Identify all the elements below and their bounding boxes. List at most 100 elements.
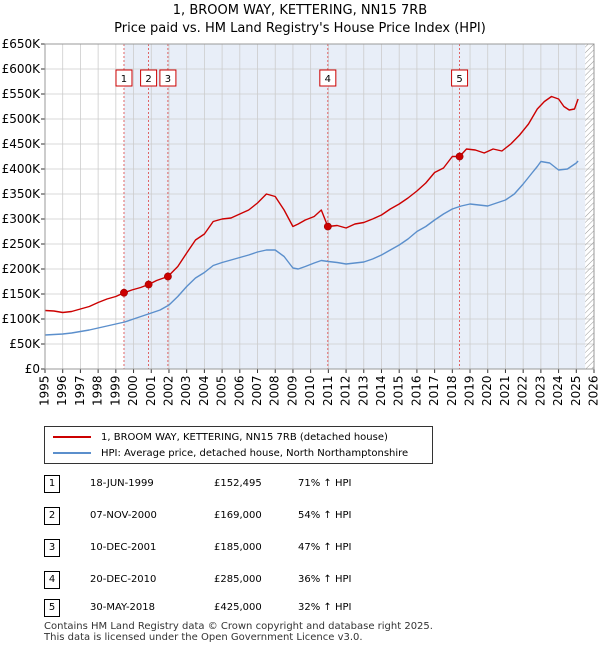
sale-hpi-change: 47% ↑ HPI [298,542,352,553]
chart-title: 1, BROOM WAY, KETTERING, NN15 7RB [172,3,428,18]
sale-date: 30-MAY-2018 [90,602,156,613]
sale-point [164,272,172,281]
footer-copyright: Contains HM Land Registry data © Crown c… [44,621,433,632]
sale-hpi-change: 54% ↑ HPI [298,510,352,521]
plot-border [44,43,595,370]
x-tick-label: 2020 [480,375,494,406]
sale-price: £152,495 [214,478,262,489]
x-tick-label: 2006 [232,375,246,406]
legend-label-hpi: HPI: Average price, detached house, Nort… [101,447,409,459]
y-tick-label: £200K [2,262,42,276]
y-tick-label: £650K [2,38,42,51]
axis-ticks: £0 £50K £100K £150K £200K £250K £300K £350K £400… [2,38,600,406]
sale-number: 5 [44,599,60,617]
sale-point [323,222,332,231]
x-tick-label: 1996 [55,375,69,406]
sale-hpi-change: 71% ↑ HPI [298,478,352,489]
y-tick-label: £400K [2,162,42,176]
sale-number: 4 [44,571,60,589]
x-tick-label: 2014 [374,375,388,406]
sale-row: 2 07-NOV-2000 £169,000 54% ↑ HPI [44,506,384,526]
sale-hpi-change: 36% ↑ HPI [298,574,352,585]
x-tick-label: 1999 [108,375,122,406]
y-tick-label: £300K [2,212,42,226]
sale-period-shade [123,44,586,369]
sale-marker-box [115,69,133,87]
sale-row: 3 10-DEC-2001 £185,000 47% ↑ HPI [44,538,384,558]
hpi-line [44,160,579,336]
x-tick-label: 2000 [126,375,140,406]
y-tick-label: £450K [2,137,42,151]
series [44,95,579,336]
y-tick-label: £350K [2,187,42,201]
legend-item-hpi: HPI: Average price, detached house, Nort… [53,445,408,461]
legend-swatch-hpi [53,452,91,454]
grid [44,43,595,370]
x-tick-label: 2018 [445,375,459,406]
x-tick-label: 2003 [179,375,193,406]
sale-marker-label: 4 [325,74,331,85]
sale-price: £185,000 [214,542,262,553]
sale-marker-label: 2 [145,74,151,85]
x-tick-label: 2001 [144,375,158,406]
price-chart: £0 £50K £100K £150K £200K £250K £300K £350K £400… [2,38,600,406]
sale-date: 07-NOV-2000 [90,510,157,521]
sale-date: 18-JUN-1999 [90,478,154,489]
future-hatch [585,44,594,369]
x-tick-label: 2021 [498,375,512,406]
sale-row: 4 20-DEC-2010 £285,000 36% ↑ HPI [44,570,384,590]
x-tick-label: 1995 [38,375,52,406]
x-tick-label: 2011 [321,375,335,406]
sale-price: £425,000 [214,602,262,613]
sale-number: 3 [44,539,60,557]
x-tick-label: 2017 [427,375,441,406]
y-tick-label: £250K [2,237,42,251]
x-tick-label: 2013 [356,375,370,406]
y-tick-label: £600K [2,62,42,76]
sale-price: £285,000 [214,574,262,585]
x-tick-label: 2004 [197,375,211,406]
sale-marker-box [159,69,177,87]
sale-marker-box [319,69,337,87]
chart-subtitle: Price paid vs. HM Land Registry's House … [114,21,486,36]
y-tick-label: £50K [9,337,41,351]
legend-swatch-property [53,436,91,438]
sale-date: 10-DEC-2001 [90,542,157,553]
x-tick-label: 1998 [91,375,105,406]
sale-hpi-change: 32% ↑ HPI [298,602,352,613]
y-tick-label: £550K [2,87,42,101]
sale-markers: 1 2 3 4 5 [115,69,469,297]
sale-price: £169,000 [214,510,262,521]
x-tick-label: 2025 [569,375,583,406]
sale-number: 1 [44,475,60,493]
x-tick-label: 2010 [303,375,317,406]
sale-marker-label: 5 [456,74,462,85]
sale-marker-label: 1 [121,74,127,85]
x-tick-label: 1997 [73,375,87,406]
x-tick-label: 2022 [516,375,530,406]
x-tick-label: 2026 [587,375,600,406]
sale-point [455,152,464,161]
x-tick-label: 2009 [285,375,299,406]
y-tick-label: £500K [2,112,42,126]
x-tick-label: 2005 [215,375,229,406]
legend-label-property: 1, BROOM WAY, KETTERING, NN15 7RB (detac… [101,431,388,443]
property-price-line [44,95,579,314]
x-tick-label: 2024 [551,375,565,406]
sale-point [144,280,153,289]
sale-marker-box [140,69,158,87]
sale-row: 5 30-MAY-2018 £425,000 32% ↑ HPI [44,598,384,618]
x-tick-label: 2008 [268,375,282,406]
legend: 1, BROOM WAY, KETTERING, NN15 7RB (detac… [44,426,433,464]
y-tick-label: £0 [25,362,40,376]
y-tick-label: £100K [2,312,42,326]
x-tick-label: 2007 [250,375,264,406]
sale-point [120,288,128,297]
footer-license: This data is licensed under the Open Gov… [44,632,363,643]
sale-date: 20-DEC-2010 [90,574,157,585]
x-tick-label: 2012 [339,375,353,406]
legend-item-property: 1, BROOM WAY, KETTERING, NN15 7RB (detac… [53,429,388,445]
x-tick-label: 2002 [161,375,175,406]
sale-row: 1 18-JUN-1999 £152,495 71% ↑ HPI [44,474,384,494]
x-tick-label: 2023 [533,375,547,406]
